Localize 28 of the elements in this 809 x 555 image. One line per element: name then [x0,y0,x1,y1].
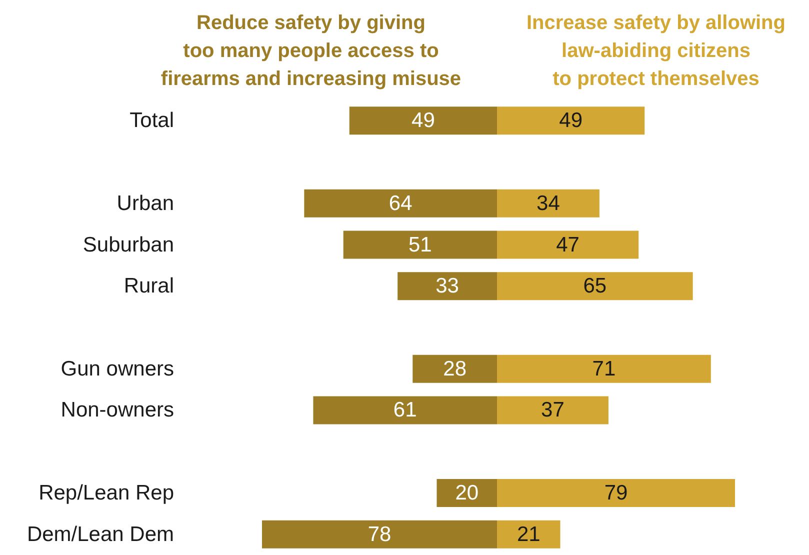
series-label: Reduce safety by giving too many people access to firearms and increasing misuse [160,12,462,90]
data-label: 34 [536,192,560,215]
data-label: 37 [541,398,564,422]
y-tick-label: Rep/Lean Rep [38,481,174,504]
y-tick-label: Gun owners [60,357,174,380]
data-label: 61 [393,398,417,422]
y-tick-label: Urban [116,192,174,215]
data-label: 47 [556,233,580,256]
data-label: 71 [592,357,616,380]
y-tick-label: Non-owners [60,398,174,422]
y-tick-label: Rural [124,274,174,298]
data-label: 28 [443,357,466,380]
series-label: Increase safety by allowing law-abiding citizens to protect themselves [526,12,786,90]
data-label: 21 [516,522,540,546]
y-tick-label: Suburban [82,233,174,256]
data-label: 78 [368,522,392,546]
y-tick-label: Total [130,109,174,132]
bar [436,478,497,507]
data-label: 33 [436,274,459,298]
data-label: 49 [412,109,435,132]
y-tick-label: Dem/Lean Dem [26,522,174,546]
data-label: 65 [583,274,607,298]
data-label: 51 [408,233,432,256]
data-label: 49 [559,109,582,132]
data-label: 64 [388,192,413,215]
data-label: 20 [455,481,479,504]
bar [496,520,560,548]
data-label: 79 [604,481,628,504]
